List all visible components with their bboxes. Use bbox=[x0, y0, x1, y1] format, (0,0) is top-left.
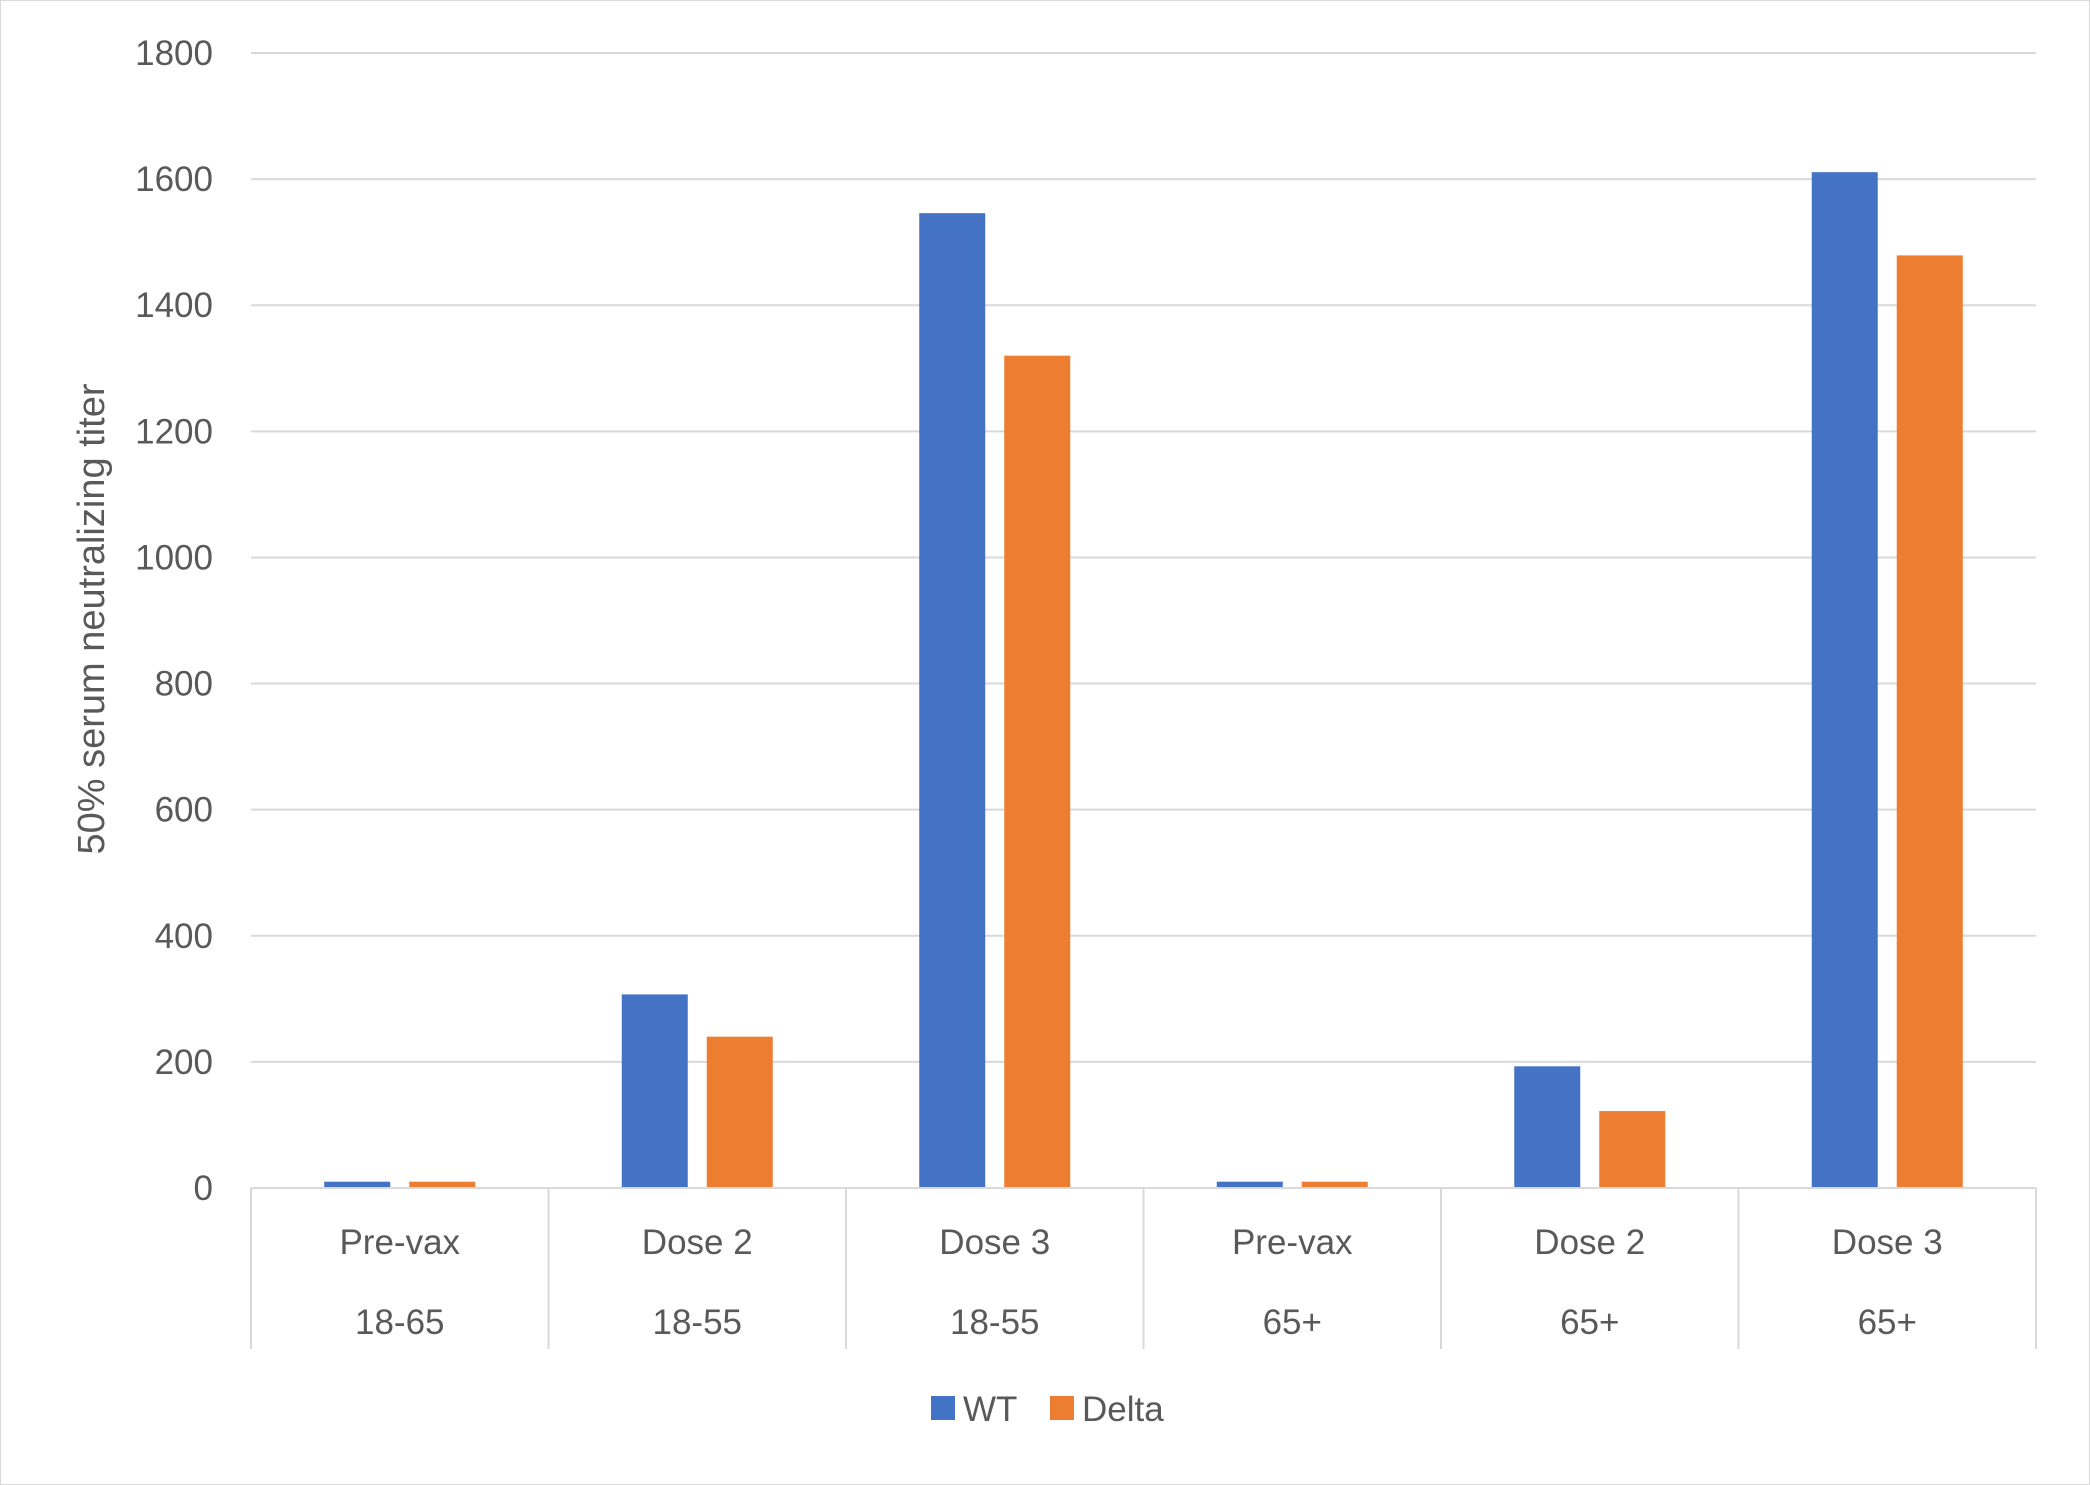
y-tick-label: 200 bbox=[155, 1043, 213, 1082]
category-label-stage: Pre-vax bbox=[339, 1223, 460, 1262]
y-tick-label: 800 bbox=[155, 665, 213, 704]
legend-label-delta: Delta bbox=[1082, 1390, 1164, 1429]
y-tick-label: 1200 bbox=[135, 412, 213, 451]
y-tick-label: 1800 bbox=[135, 34, 213, 73]
gridlines bbox=[251, 52, 2036, 1189]
legend: WT Delta bbox=[931, 1390, 1164, 1429]
category-label-stage: Pre-vax bbox=[1232, 1223, 1353, 1262]
y-axis-title: 50% serum neutralizing titer bbox=[71, 383, 113, 854]
category-label-stage: Dose 2 bbox=[1534, 1223, 1645, 1262]
bar-wt bbox=[1216, 1181, 1283, 1188]
bars bbox=[324, 172, 1963, 1189]
y-tick-label: 1400 bbox=[135, 286, 213, 325]
bar-delta bbox=[409, 1181, 476, 1188]
y-axis-ticks: 0 200 400 600 800 1000 1200 1400 1600 1800 bbox=[135, 34, 213, 1208]
category-label-age: 65+ bbox=[1263, 1303, 1322, 1342]
category-axis: Pre-vax 18-65 Dose 2 18-55 Dose 3 18-55 Pre-va… bbox=[250, 1187, 2037, 1349]
bar-wt bbox=[621, 994, 688, 1188]
bar-delta bbox=[1896, 255, 1963, 1189]
y-tick-label: 0 bbox=[194, 1169, 213, 1208]
category-label-stage: Dose 2 bbox=[642, 1223, 753, 1262]
bar-delta bbox=[706, 1036, 773, 1188]
bar-wt bbox=[324, 1181, 391, 1188]
bar-delta bbox=[1004, 355, 1071, 1189]
category-label-age: 65+ bbox=[1560, 1303, 1619, 1342]
bar-delta bbox=[1599, 1111, 1666, 1188]
y-tick-label: 1000 bbox=[135, 538, 213, 577]
y-tick-label: 1600 bbox=[135, 160, 213, 199]
category-label-stage: Dose 3 bbox=[939, 1223, 1050, 1262]
legend-swatch-wt bbox=[931, 1396, 955, 1420]
category-label-age: 18-65 bbox=[355, 1303, 445, 1342]
legend-swatch-delta bbox=[1050, 1396, 1074, 1420]
category-label-age: 18-55 bbox=[950, 1303, 1040, 1342]
category-label-stage: Dose 3 bbox=[1832, 1223, 1943, 1262]
category-label-age: 18-55 bbox=[652, 1303, 742, 1342]
category-label-age: 65+ bbox=[1858, 1303, 1917, 1342]
bar-wt bbox=[919, 213, 986, 1188]
legend-label-wt: WT bbox=[963, 1390, 1017, 1429]
bar-delta bbox=[1301, 1181, 1368, 1188]
bar-wt bbox=[1514, 1066, 1581, 1188]
bar-wt bbox=[1811, 172, 1878, 1189]
y-tick-label: 600 bbox=[155, 791, 213, 830]
y-tick-label: 400 bbox=[155, 917, 213, 956]
